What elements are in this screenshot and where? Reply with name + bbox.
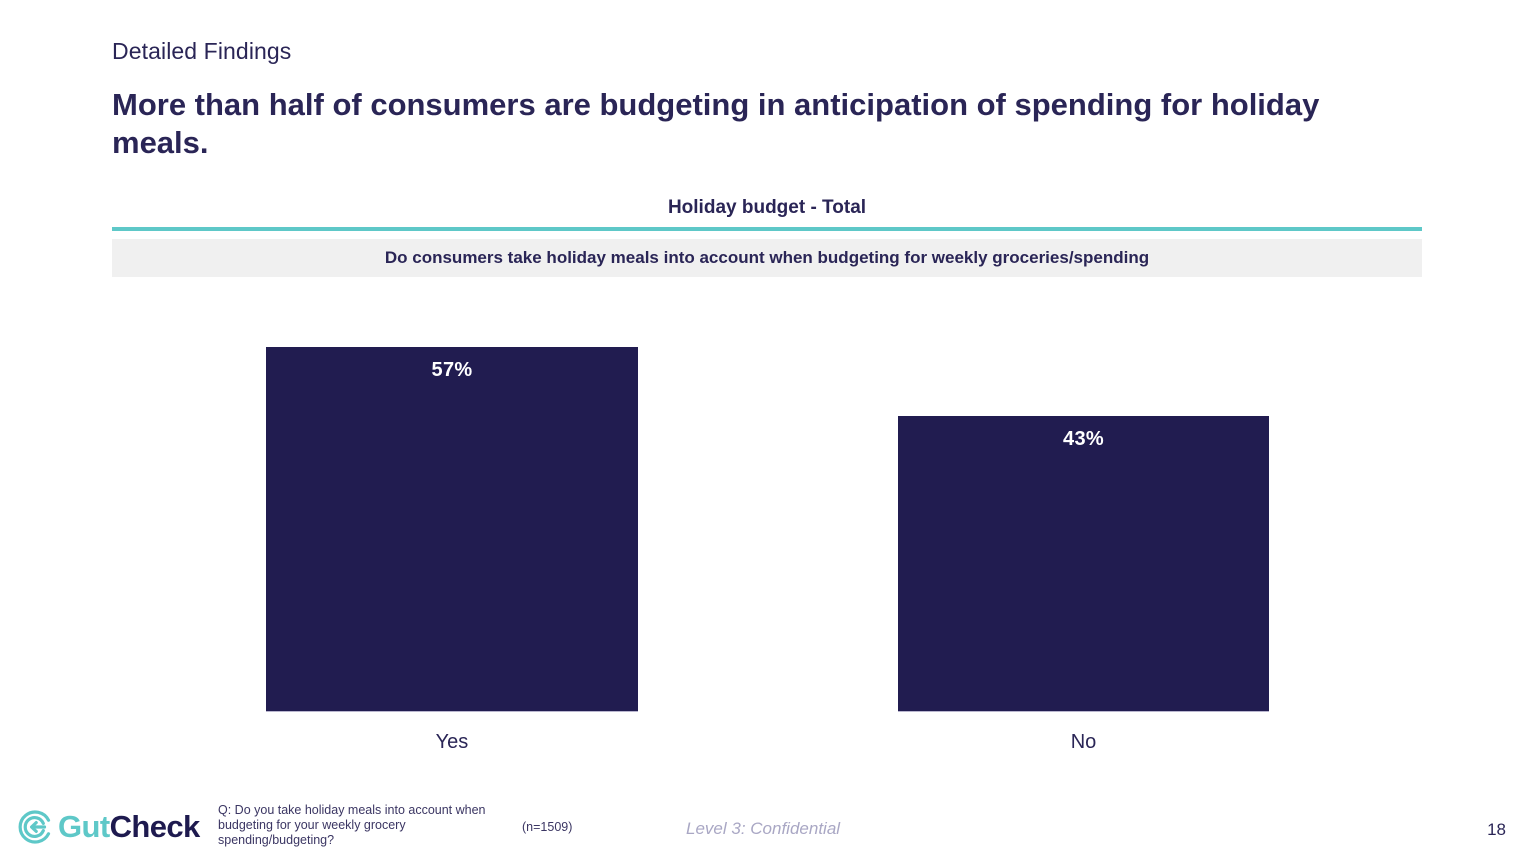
teal-divider [112, 227, 1422, 231]
slide-footer: GutCheck Q: Do you take holiday meals in… [0, 795, 1536, 863]
bar-yes[interactable]: 57% [266, 347, 638, 712]
source-question: Q: Do you take holiday meals into accoun… [218, 803, 486, 847]
category-label-no: No [1070, 731, 1097, 753]
logo-text-gut: Gut [58, 809, 110, 844]
chart-block-title: Holiday budget - Total [667, 197, 867, 218]
page-title: More than half of consumers are budgetin… [112, 87, 1320, 160]
gutcheck-logo: GutCheck [18, 809, 200, 845]
bar-group-no: 43% No [898, 300, 1269, 760]
question-band-label: Do consumers take holiday meals into acc… [384, 248, 1150, 267]
bar-value-yes: 57% [431, 359, 473, 381]
gutcheck-wordmark: GutCheck [58, 809, 200, 845]
slide-eyebrow: Detailed Findings [112, 38, 292, 64]
confidentiality-label: Level 3: Confidential [686, 819, 841, 838]
gutcheck-circle-arrow-icon [18, 810, 51, 844]
question-band: Do consumers take holiday meals into acc… [112, 239, 1422, 277]
sample-size: (n=1509) [522, 820, 573, 834]
bar-column-yes: 57% [266, 347, 638, 712]
bar-value-no: 43% [1063, 428, 1104, 450]
bar-group-yes: 57% Yes [266, 300, 638, 760]
category-label-yes: Yes [435, 731, 469, 753]
bar-chart: 57% Yes 43% No [112, 300, 1422, 760]
page-number: 18 [1487, 820, 1506, 839]
bar-no[interactable]: 43% [898, 416, 1269, 712]
logo-text-check: Check [109, 809, 201, 844]
bar-column-no: 43% [898, 347, 1269, 712]
